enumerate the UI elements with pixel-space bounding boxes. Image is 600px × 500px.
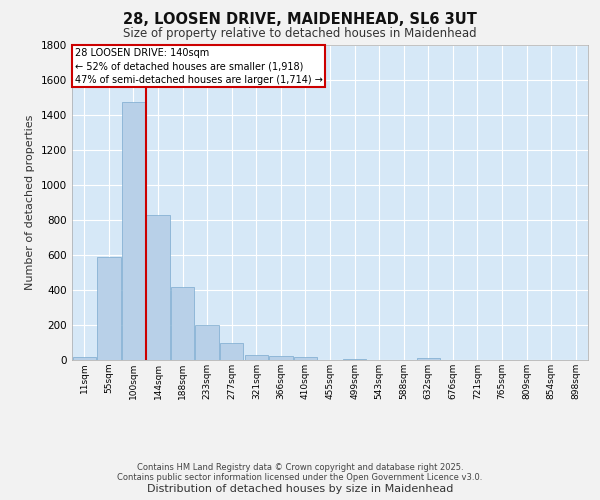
Bar <box>245 355 268 360</box>
Y-axis label: Number of detached properties: Number of detached properties <box>25 115 35 290</box>
Bar <box>220 342 244 360</box>
Bar <box>416 358 440 360</box>
Text: Size of property relative to detached houses in Maidenhead: Size of property relative to detached ho… <box>123 28 477 40</box>
Bar <box>294 357 317 360</box>
Text: 28, LOOSEN DRIVE, MAIDENHEAD, SL6 3UT: 28, LOOSEN DRIVE, MAIDENHEAD, SL6 3UT <box>123 12 477 28</box>
Bar <box>196 325 219 360</box>
Text: 28 LOOSEN DRIVE: 140sqm
← 52% of detached houses are smaller (1,918)
47% of semi: 28 LOOSEN DRIVE: 140sqm ← 52% of detache… <box>74 48 322 84</box>
Bar <box>97 257 121 360</box>
Bar <box>146 215 170 360</box>
Bar <box>171 288 194 360</box>
Bar <box>73 358 96 360</box>
Text: Contains HM Land Registry data © Crown copyright and database right 2025.
Contai: Contains HM Land Registry data © Crown c… <box>118 462 482 482</box>
Bar <box>122 102 145 360</box>
Bar <box>269 356 293 360</box>
Text: Distribution of detached houses by size in Maidenhead: Distribution of detached houses by size … <box>147 484 453 494</box>
Bar <box>343 359 366 360</box>
